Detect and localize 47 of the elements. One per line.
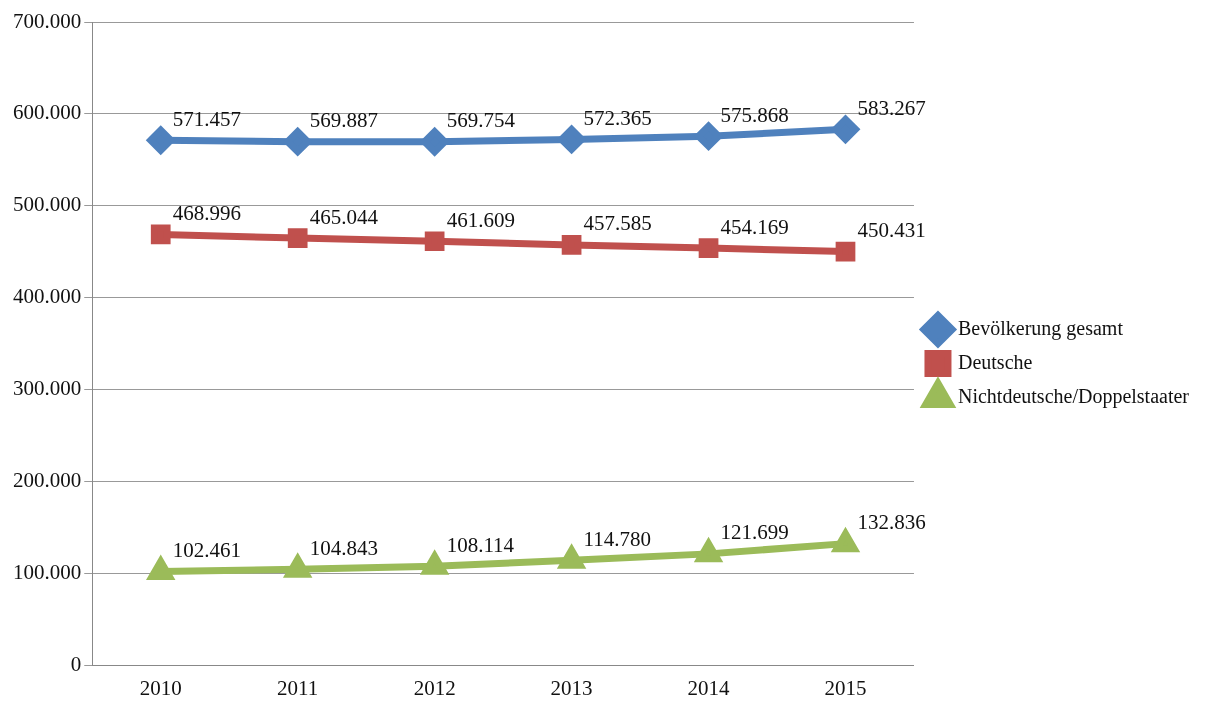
x-tick-label: 2015 <box>824 675 867 700</box>
data-label: 571.457 <box>172 106 241 131</box>
x-tick-label: 2010 <box>139 675 182 700</box>
point <box>287 228 308 248</box>
data-label: 583.267 <box>857 95 926 120</box>
y-tick-label: 600.000 <box>13 100 82 125</box>
y-tick-label: 100.000 <box>13 560 82 585</box>
data-label: 569.887 <box>309 108 378 133</box>
point <box>284 128 312 156</box>
point <box>695 122 723 150</box>
data-label: 104.843 <box>309 535 378 560</box>
x-tick-label: 2011 <box>277 675 319 700</box>
data-label: 450.431 <box>857 218 926 243</box>
legend-label: Bevölkerung gesamt <box>957 316 1124 340</box>
point <box>421 128 449 156</box>
legend-label: Nichtdeutsche/Doppelstaater <box>957 384 1190 408</box>
x-tick-label: 2013 <box>550 675 593 700</box>
data-label: 102.461 <box>172 538 241 563</box>
data-label: 121.699 <box>720 520 789 545</box>
data-label: 108.114 <box>446 532 515 557</box>
point <box>561 235 582 255</box>
data-label: 468.996 <box>172 200 241 225</box>
y-tick-label: 700.000 <box>13 8 82 33</box>
y-tick-label: 300.000 <box>13 376 82 401</box>
data-label: 114.780 <box>583 526 652 551</box>
data-label: 454.169 <box>720 214 789 239</box>
y-tick-label: 0 <box>70 652 82 677</box>
x-tick-label: 2014 <box>687 675 731 700</box>
legend-label: Deutsche <box>957 350 1033 373</box>
point <box>698 238 719 258</box>
data-label: 461.609 <box>446 207 515 232</box>
data-label: 132.836 <box>857 510 926 535</box>
point <box>832 115 859 143</box>
y-tick-label: 400.000 <box>13 284 82 309</box>
data-label: 465.044 <box>309 204 379 229</box>
data-label: 569.754 <box>446 108 516 133</box>
point <box>424 231 445 252</box>
point <box>835 241 856 262</box>
data-label: 575.868 <box>720 102 789 127</box>
y-tick-label: 200.000 <box>13 468 82 493</box>
x-tick-label: 2012 <box>413 675 456 700</box>
data-label: 572.365 <box>583 105 652 130</box>
point <box>558 125 586 153</box>
data-label: 457.585 <box>583 211 652 236</box>
y-tick-label: 500.000 <box>13 192 82 217</box>
point <box>147 126 175 154</box>
point <box>150 224 171 245</box>
